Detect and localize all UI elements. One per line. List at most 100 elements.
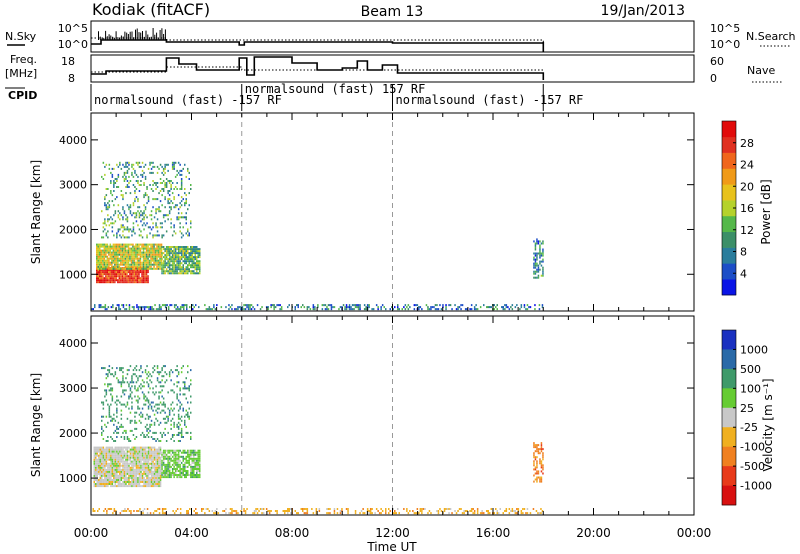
data-cell: [177, 455, 180, 458]
noise-tick-left-bottom: 10^0: [58, 38, 88, 51]
data-cell: [135, 448, 138, 451]
data-cell: [537, 264, 540, 267]
data-cell: [419, 510, 422, 512]
data-cell: [176, 449, 178, 452]
data-cell: [146, 460, 148, 463]
data-cell: [534, 242, 537, 245]
data-cell: [135, 399, 138, 402]
data-cell: [182, 266, 184, 269]
data-cell: [536, 242, 538, 245]
power-scatter: [91, 161, 544, 311]
data-cell: [109, 251, 112, 254]
data-cell: [190, 470, 192, 472]
data-cell: [174, 270, 177, 273]
data-cell: [147, 265, 149, 268]
data-cell: [129, 249, 131, 252]
data-cell: [96, 466, 98, 469]
data-cell: [132, 477, 135, 479]
data-cell: [131, 464, 133, 467]
data-cell: [114, 257, 116, 260]
data-cell: [126, 454, 129, 457]
data-cell: [187, 459, 189, 462]
data-cell: [163, 512, 165, 515]
data-cell: [129, 483, 132, 485]
data-cell: [164, 254, 166, 257]
data-cell: [106, 275, 109, 278]
data-cell: [120, 273, 122, 276]
data-cell: [114, 269, 116, 272]
data-cell: [102, 462, 105, 465]
data-cell: [191, 470, 193, 472]
data-cell: [261, 508, 263, 510]
data-cell: [173, 413, 175, 416]
data-cell: [126, 460, 129, 463]
data-cell: [177, 457, 180, 460]
data-cell: [120, 403, 123, 406]
data-cell: [141, 218, 144, 221]
data-cell: [101, 175, 103, 178]
data-cell: [419, 306, 422, 309]
data-cell: [148, 265, 151, 268]
data-cell: [318, 508, 321, 510]
data-cell: [182, 256, 184, 259]
data-cell: [106, 255, 109, 258]
data-cell: [187, 230, 189, 233]
data-cell: [116, 180, 118, 182]
data-cell: [270, 510, 272, 512]
data-cell: [182, 270, 184, 273]
data-cell: [149, 512, 152, 515]
data-cell: [97, 245, 99, 248]
data-cell: [197, 266, 199, 269]
data-cell: [128, 438, 130, 440]
data-cell: [144, 466, 147, 469]
data-cell: [150, 448, 153, 451]
data-cell: [170, 250, 172, 253]
data-cell: [297, 306, 299, 309]
data-cell: [199, 268, 201, 271]
data-cell: [141, 261, 143, 264]
data-cell: [179, 272, 181, 275]
data-cell: [409, 510, 411, 512]
data-cell: [190, 457, 192, 460]
data-cell: [143, 456, 145, 459]
data-cell: [112, 273, 115, 276]
data-cell: [120, 458, 123, 461]
data-cell: [158, 452, 160, 455]
data-cell: [167, 192, 169, 195]
data-cell: [122, 450, 124, 453]
data-cell: [140, 383, 142, 386]
data-cell: [101, 415, 103, 418]
data-cell: [136, 261, 139, 264]
data-cell: [246, 306, 248, 309]
data-cell: [149, 456, 151, 459]
data-cell: [152, 371, 154, 374]
data-cell: [155, 222, 157, 225]
data-cell: [180, 270, 183, 273]
data-cell: [142, 259, 145, 262]
data-cell: [173, 161, 175, 164]
data-cell: [126, 464, 129, 467]
data-cell: [116, 186, 118, 188]
data-cell: [537, 240, 540, 243]
data-cell: [173, 457, 175, 460]
data-cell: [103, 265, 106, 268]
data-cell: [147, 417, 150, 420]
data-cell: [129, 273, 131, 276]
data-cell: [117, 216, 120, 219]
data-cell: [475, 308, 477, 311]
data-cell: [139, 269, 142, 272]
data-cell: [540, 512, 542, 515]
data-cell: [268, 510, 271, 512]
data-cell: [111, 251, 113, 254]
data-cell: [153, 464, 156, 467]
data-cell: [108, 407, 111, 410]
data-cell: [229, 306, 232, 309]
data-cell: [129, 395, 132, 398]
data-cell: [179, 268, 181, 271]
data-cell: [125, 214, 127, 217]
data-cell: [106, 277, 109, 280]
data-cell: [154, 243, 157, 246]
data-cell: [134, 367, 136, 370]
data-cell: [174, 254, 177, 257]
data-cell: [143, 308, 146, 311]
